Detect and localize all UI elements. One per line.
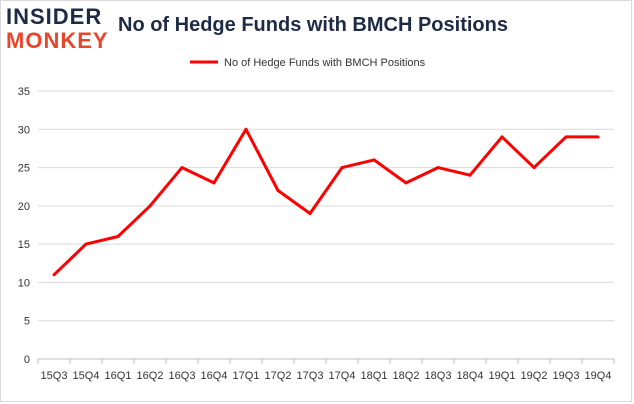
x-tick-label: 19Q4 [585,370,612,382]
data-point [404,181,408,185]
y-tick-label: 20 [18,201,30,213]
y-tick-labels: 0 5 10 15 20 25 30 35 [18,86,30,366]
x-tick-label: 18Q3 [425,370,452,382]
chart-title: No of Hedge Funds with BMCH Positions [118,14,508,36]
y-tick-label: 0 [24,354,30,366]
x-tick-label: 19Q1 [489,370,516,382]
data-point [372,158,376,162]
x-tick-label: 17Q4 [329,370,356,382]
data-point [596,135,600,139]
y-tick-label: 10 [18,277,30,289]
y-tick-label: 5 [24,316,30,328]
axes [37,358,615,364]
series-layer [52,127,600,277]
x-tick-label: 18Q1 [361,370,388,382]
x-tick-label: 15Q3 [41,370,68,382]
series-line [52,127,598,276]
data-point [212,181,216,185]
x-tick-label: 17Q2 [265,370,292,382]
legend-label: No of Hedge Funds with BMCH Positions [224,57,426,69]
y-tick-label: 25 [18,163,30,175]
x-tick-label: 16Q1 [105,370,132,382]
legend: No of Hedge Funds with BMCH Positions [190,57,426,69]
data-point [276,189,280,193]
insider-monkey-logo: INSIDER MONKEY [6,4,116,54]
x-tick-label: 17Q3 [297,370,324,382]
x-tick-label: 16Q2 [137,370,164,382]
grid-lines [38,90,614,360]
logo-line-2: MONKEY [6,28,109,53]
logo-line-1: INSIDER [6,4,103,29]
data-point [180,166,184,170]
x-tick-label: 16Q3 [169,370,196,382]
y-tick-label: 15 [18,239,30,251]
data-point [84,242,88,246]
data-point [116,234,120,238]
data-point [500,135,504,139]
x-tick-label: 19Q3 [553,370,580,382]
data-point [436,166,440,170]
data-point [308,212,312,216]
data-point [340,166,344,170]
x-tick-label: 18Q4 [457,370,484,382]
y-tick-label: 30 [18,124,30,136]
y-tick-label: 35 [18,86,30,98]
data-point [564,135,568,139]
x-tick-labels: 15Q3 15Q4 16Q1 16Q2 16Q3 16Q4 17Q1 17Q2 17Q3 17Q4… [41,370,612,382]
data-point [468,173,472,177]
data-point [52,273,56,277]
data-point [148,204,152,208]
x-tick-label: 17Q1 [233,370,260,382]
x-tick-label: 16Q4 [201,370,228,382]
x-tick-label: 19Q2 [521,370,548,382]
x-tick-label: 18Q2 [393,370,420,382]
data-point [532,166,536,170]
x-tick-label: 15Q4 [73,370,100,382]
data-point [244,127,248,131]
